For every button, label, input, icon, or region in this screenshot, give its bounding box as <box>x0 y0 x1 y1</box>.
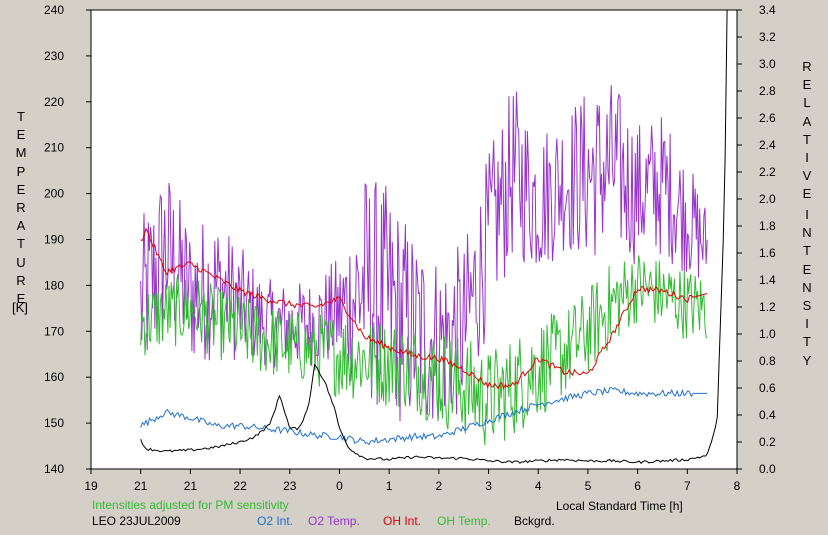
right-tick-label: 0.2 <box>759 435 776 449</box>
axis-letter: T <box>17 236 25 252</box>
axis-letter: L <box>803 95 811 111</box>
axis-letter: M <box>15 145 27 161</box>
x-tick-label: 0 <box>336 479 343 493</box>
series-line-bckgrd- <box>140 9 728 465</box>
axis-letter: T <box>17 109 25 124</box>
right-tick-label: 2.0 <box>759 192 776 206</box>
axis-letter: E <box>16 127 26 143</box>
x-tick-label: 22 <box>233 479 247 493</box>
axis-letter: N <box>802 279 812 295</box>
x-axis-ticks: 19 21 21 22 23 0 1 2 3 4 5 6 7 8 <box>84 469 741 493</box>
x-tick-label: 6 <box>634 479 641 493</box>
axis-letter: E <box>802 77 812 93</box>
right-tick-label: 1.2 <box>759 300 776 314</box>
right-tick-label: 0.8 <box>759 354 776 368</box>
left-tick-label: 150 <box>44 416 64 430</box>
right-tick-label: 2.6 <box>759 111 776 125</box>
left-tick-label: 220 <box>44 95 64 109</box>
x-tick-label: 7 <box>684 479 691 493</box>
axis-letter: N <box>802 225 812 241</box>
right-tick-label: 0.0 <box>759 462 776 476</box>
x-tick-label: 19 <box>84 479 98 493</box>
axis-letter: U <box>16 254 26 270</box>
x-tick-label: 23 <box>283 479 297 493</box>
x-tick-label: 4 <box>535 479 542 493</box>
left-tick-label: 140 <box>44 462 64 476</box>
station-date: LEO 23JUL2009 <box>92 514 181 528</box>
x-tick-label: 3 <box>485 479 492 493</box>
right-tick-label: 3.4 <box>759 3 776 17</box>
axis-letter: P <box>16 163 26 179</box>
axis-letter: R <box>16 200 26 216</box>
axis-letter: T <box>803 243 811 259</box>
right-tick-label: 3.2 <box>759 30 776 44</box>
right-tick-label: 1.4 <box>759 273 776 287</box>
left-tick-label: 210 <box>44 141 64 155</box>
x-tick-label: 5 <box>585 479 592 493</box>
left-tick-label: 240 <box>44 3 64 17</box>
left-axis-ticks: 140 150 160 170 180 190 200 210 220 230 240 <box>44 3 91 476</box>
axis-letter: Y <box>802 352 812 368</box>
axis-letter: R <box>802 59 812 74</box>
right-tick-label: 2.4 <box>759 138 776 152</box>
axis-letter: E <box>16 181 26 197</box>
axis-letter: R <box>16 272 26 288</box>
right-axis-ticks: 0.0 0.2 0.4 0.6 0.8 1.0 1.2 1.4 1.6 1.8 2.0 2.2 2.4 2… <box>737 3 776 476</box>
pm-note: Intensities adjusted for PM sensitivity <box>92 498 289 512</box>
axis-letter: I <box>805 316 809 332</box>
axis-letter: E <box>802 261 812 277</box>
x-tick-label: 1 <box>386 479 393 493</box>
right-tick-label: 2.8 <box>759 84 776 98</box>
right-tick-label: 0.6 <box>759 381 776 395</box>
axis-letter: V <box>802 168 812 184</box>
series-layer <box>140 9 728 465</box>
series-line-o2-temp- <box>140 84 708 422</box>
x-axis-label: Local Standard Time [h] <box>556 499 683 513</box>
left-tick-label: 200 <box>44 187 64 201</box>
left-tick-label: 230 <box>44 49 64 63</box>
axis-letter: T <box>803 131 811 147</box>
right-tick-label: 0.4 <box>759 408 776 422</box>
right-tick-label: 1.8 <box>759 219 776 233</box>
x-tick-label: 2 <box>436 479 443 493</box>
legend-bckgrd: Bckgrd. <box>514 514 555 528</box>
right-tick-label: 3.0 <box>759 57 776 71</box>
axis-letter: T <box>803 334 811 350</box>
series-line-o2-int- <box>140 386 708 446</box>
x-tick-label: 21 <box>134 479 148 493</box>
right-tick-label: 1.6 <box>759 246 776 260</box>
plot-area <box>90 9 738 470</box>
axis-letter: I <box>805 150 809 166</box>
left-tick-label: 190 <box>44 233 64 247</box>
x-tick-label: 8 <box>734 479 741 493</box>
left-tick-label: 160 <box>44 370 64 384</box>
left-tick-label: 180 <box>44 278 64 292</box>
legend-o2-temp: O2 Temp. <box>308 514 360 528</box>
axis-letter: S <box>802 298 812 314</box>
left-tick-label: 170 <box>44 324 64 338</box>
legend-o2-int: O2 Int. <box>257 514 294 528</box>
right-tick-label: 1.0 <box>759 327 776 341</box>
axis-letter: I <box>805 207 809 222</box>
right-tick-label: 2.2 <box>759 165 776 179</box>
legend-oh-int: OH Int. <box>383 514 422 528</box>
legend-oh-temp: OH Temp. <box>437 514 491 528</box>
axis-letter: A <box>16 218 26 234</box>
left-axis-unit: [K] <box>12 300 28 315</box>
axis-letter: E <box>802 186 812 202</box>
axis-letter: E <box>16 291 26 307</box>
series-line-oh-int- <box>140 227 708 390</box>
axis-letter: A <box>802 113 812 129</box>
series-line-oh-temp- <box>140 255 708 446</box>
x-tick-label: 21 <box>184 479 198 493</box>
